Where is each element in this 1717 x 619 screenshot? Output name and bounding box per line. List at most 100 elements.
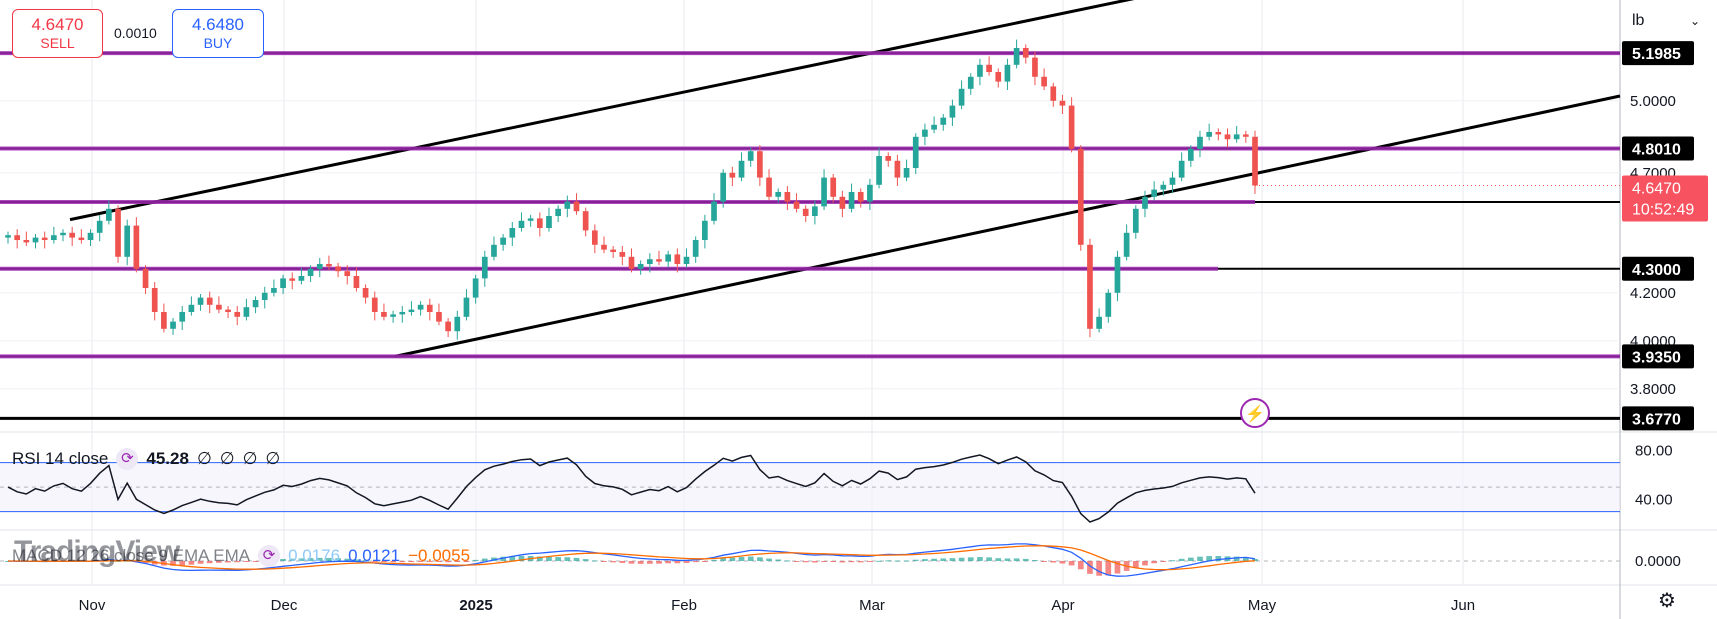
y-tick-label: 5.0000 bbox=[1630, 93, 1676, 110]
macd-hist-bar bbox=[335, 558, 341, 561]
macd-hist-bar bbox=[582, 559, 589, 561]
macd-hist-bar bbox=[986, 557, 992, 561]
candle-body bbox=[417, 304, 424, 310]
rsi-legend[interactable]: RSI 14 close ⟳ 45.28 ∅ ∅ ∅ ∅ bbox=[12, 448, 280, 470]
macd-hist-bar bbox=[518, 555, 525, 561]
candle-body bbox=[1206, 132, 1212, 137]
buy-button[interactable]: 4.6480 BUY bbox=[172, 9, 264, 58]
macd-hist-bar bbox=[426, 561, 433, 562]
candle-body bbox=[69, 232, 76, 238]
candle-body bbox=[591, 230, 598, 245]
macd-hist-bar bbox=[564, 557, 571, 561]
unit-selector[interactable]: lb bbox=[1632, 12, 1645, 29]
macd-hist-bar bbox=[509, 556, 516, 561]
candle-body bbox=[289, 278, 296, 281]
macd-hist-bar bbox=[591, 560, 598, 562]
macd-value: 0.0176 bbox=[288, 546, 341, 565]
macd-hist-bar bbox=[225, 561, 231, 563]
candle-body bbox=[381, 312, 387, 317]
candle-body bbox=[757, 151, 763, 178]
candle-body bbox=[390, 314, 396, 317]
macd-hist-bar bbox=[280, 559, 286, 561]
candle-body bbox=[1242, 134, 1249, 137]
candle-body bbox=[922, 129, 928, 137]
signal-line bbox=[8, 545, 1256, 571]
candle-body bbox=[857, 192, 864, 202]
macd-hist-bar bbox=[1206, 556, 1212, 561]
candle-body bbox=[867, 184, 873, 202]
rsi-extra-3: ∅ bbox=[265, 449, 281, 468]
macd-hist-bar bbox=[646, 561, 653, 564]
macd-hist-bar bbox=[867, 561, 873, 562]
macd-hist-bar bbox=[766, 558, 772, 561]
candle-body bbox=[1059, 100, 1066, 106]
candle-body bbox=[692, 240, 699, 257]
candle-body bbox=[573, 201, 580, 212]
cycle-icon[interactable]: ⟳ bbox=[258, 545, 281, 567]
candle-body bbox=[252, 300, 259, 308]
x-tick-label: Apr bbox=[1051, 597, 1074, 614]
candle-body bbox=[1050, 86, 1057, 101]
macd-hist-bar bbox=[1022, 558, 1029, 561]
candle-body bbox=[1178, 160, 1185, 178]
candle-body bbox=[1224, 134, 1231, 140]
candle-body bbox=[1169, 177, 1176, 185]
macd-hist-bar bbox=[1077, 561, 1084, 570]
sell-button[interactable]: 4.6470 SELL bbox=[12, 9, 103, 58]
y-tick-label: 3.8000 bbox=[1630, 381, 1676, 398]
candle-body bbox=[344, 271, 351, 276]
chevron-down-icon[interactable]: ⌄ bbox=[1690, 14, 1701, 28]
macd-hist-bar bbox=[738, 556, 745, 561]
macd-legend[interactable]: MACD 12 26 close 9 EMA EMA ⟳ 0.0176 0.01… bbox=[12, 545, 470, 567]
candle-body bbox=[1096, 316, 1102, 329]
candle-body bbox=[1132, 208, 1139, 233]
candle-body bbox=[555, 208, 561, 216]
candle-body bbox=[87, 232, 94, 240]
macd-hist-bar bbox=[1096, 561, 1102, 576]
macd-hist-bar bbox=[995, 558, 1002, 561]
candle-body bbox=[60, 232, 66, 236]
rsi-extra-0: ∅ bbox=[196, 449, 212, 468]
macd-hist-bar bbox=[729, 557, 736, 561]
last-price-label-box bbox=[1622, 175, 1708, 222]
candle-body bbox=[491, 244, 497, 257]
candle-body bbox=[243, 307, 250, 317]
candle-body bbox=[518, 220, 525, 228]
candle-body bbox=[802, 208, 809, 216]
gear-icon[interactable]: ⚙ bbox=[1658, 590, 1676, 612]
rsi-tick-label: 80.00 bbox=[1635, 442, 1673, 459]
macd-hist-bar bbox=[417, 561, 424, 562]
level-price-label: 5.1985 bbox=[1632, 46, 1681, 63]
candle-body bbox=[399, 312, 406, 315]
candle-body bbox=[986, 64, 992, 72]
macd-hist-bar bbox=[436, 561, 442, 562]
lightning-event-icon bbox=[1240, 398, 1270, 428]
x-tick-label: Mar bbox=[859, 597, 885, 614]
buy-label: BUY bbox=[203, 35, 233, 51]
candle-body bbox=[1151, 189, 1157, 197]
lightning-glyph: ⚡ bbox=[1245, 404, 1265, 423]
macd-hist-bar bbox=[848, 561, 855, 563]
macd-name: MACD 12 26 close 9 EMA EMA bbox=[12, 546, 251, 565]
level-price-label: 3.9350 bbox=[1632, 349, 1681, 366]
candle-body bbox=[665, 254, 672, 262]
candle-body bbox=[683, 256, 690, 264]
candle-body bbox=[188, 304, 195, 312]
candle-body bbox=[1142, 196, 1148, 209]
y-tick-label: 4.2000 bbox=[1630, 285, 1676, 302]
candle-body bbox=[839, 196, 846, 209]
candle-body bbox=[1187, 148, 1194, 161]
macd-hist-bar bbox=[408, 561, 415, 563]
macd-hist-bar bbox=[802, 561, 809, 563]
candle-body bbox=[848, 192, 855, 209]
macd-hist-bar bbox=[784, 560, 791, 562]
candle-body bbox=[115, 208, 121, 257]
macd-hist-bar bbox=[326, 557, 332, 561]
macd-hist-bar bbox=[1068, 561, 1075, 566]
macd-hist-bar bbox=[839, 561, 846, 563]
channel-lower-trendline bbox=[394, 94, 1621, 358]
macd-hist-bar bbox=[747, 556, 754, 561]
cycle-icon[interactable]: ⟳ bbox=[116, 448, 139, 470]
